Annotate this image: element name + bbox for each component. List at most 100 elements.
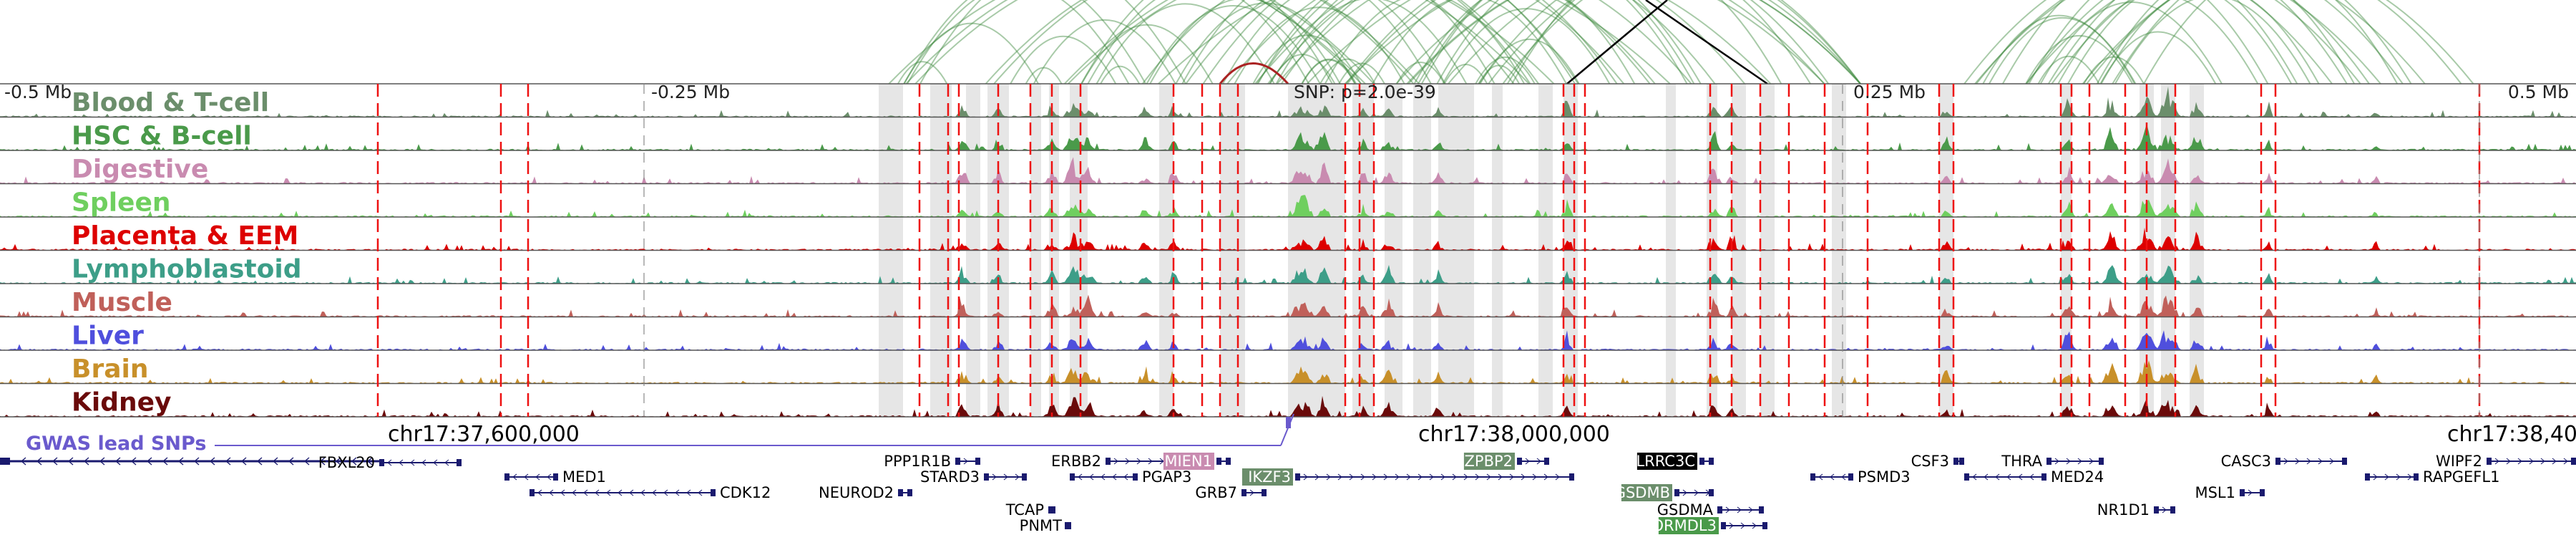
strand-arrow-erbb2 xyxy=(1136,458,1141,465)
gene-exon-end-mien1 xyxy=(1226,458,1231,465)
gene-label-rapgefl1: RAPGEFL1 xyxy=(2423,468,2499,486)
loop-arc-83 xyxy=(1976,0,2361,85)
strand-arrow-erbb2 xyxy=(1125,458,1130,465)
loop-arc-1 xyxy=(1175,2,1356,85)
loop-arc-46 xyxy=(903,22,1039,85)
loop-arc-10 xyxy=(1406,0,1861,85)
gene-label-psmd3: PSMD3 xyxy=(1858,468,1911,486)
loop-arc-56 xyxy=(1511,0,1782,85)
strand-arrow-pgap3 xyxy=(1123,473,1128,481)
loop-arc-13 xyxy=(905,0,1362,85)
strand-arrow-msl1 xyxy=(2248,489,2253,496)
strand-arrow-ikzf3 xyxy=(1383,473,1388,481)
gene-label-grb7: GRB7 xyxy=(1195,484,1237,501)
gene-exon-start-zpbp2 xyxy=(1517,458,1522,465)
loop-arc-3 xyxy=(907,0,1130,85)
axis-tick-pos-0.25: 0.25 Mb xyxy=(1853,82,1926,102)
strand-arrow xyxy=(20,457,26,466)
gene-highlight-gsdmb xyxy=(1621,484,1672,501)
gene-exon-end-ormdl3 xyxy=(1762,522,1767,529)
gene-exon-start-ppp1r1b xyxy=(955,458,960,465)
loop-arc-74 xyxy=(2112,0,2412,85)
gene-exon-start-csf3 xyxy=(1953,458,1958,465)
strand-arrow-cdk12 xyxy=(560,489,565,496)
loop-arc-50 xyxy=(1096,3,1275,85)
strand-arrow-rapgefl1 xyxy=(2384,473,2389,481)
strand-arrow xyxy=(209,457,215,466)
gene-label-csf3: CSF3 xyxy=(1911,453,1949,470)
loop-arc-89 xyxy=(2096,0,2355,85)
loop-arc-red xyxy=(1219,62,1289,85)
gene-label-cdk12: CDK12 xyxy=(720,484,771,501)
strand-arrow-med24 xyxy=(2018,473,2023,481)
track-label-4: Placenta & EEM xyxy=(72,221,298,251)
strand-arrow-cdk12 xyxy=(698,489,703,496)
gene-highlight-mien1 xyxy=(1163,453,1214,470)
track-label-5: Lymphoblastoid xyxy=(72,255,302,284)
gene-label-casc3: CASC3 xyxy=(2221,453,2271,470)
loop-arc-20 xyxy=(1338,62,1385,85)
gene-exon-end-gsdma xyxy=(1759,506,1764,514)
loop-arc-32 xyxy=(1068,0,1555,85)
gene-exon-end-cdk12 xyxy=(711,489,716,496)
strand-arrow-ikzf3 xyxy=(1440,473,1445,481)
loop-arc-5 xyxy=(1252,34,1362,85)
loop-arc-40 xyxy=(1149,0,1341,85)
loop-arc-35 xyxy=(1436,0,1695,85)
strand-arrow-ikzf3 xyxy=(1532,473,1537,481)
strand-arrow-med1 xyxy=(524,473,529,481)
strand-arrow-cdk12 xyxy=(595,489,600,496)
loop-arc-55 xyxy=(1275,0,1468,85)
gene-exon-end-med1 xyxy=(553,473,558,481)
gene-exon-end-zpbp2 xyxy=(1544,458,1549,465)
gene-exon-start-ormdl3 xyxy=(1721,522,1726,529)
loop-arc-86 xyxy=(2039,1,2223,85)
loop-arc-52 xyxy=(1063,0,1530,85)
gene-highlight-lrrc3c xyxy=(1636,453,1697,470)
strand-arrow-stard3 xyxy=(1015,473,1020,481)
loop-arc-80 xyxy=(2099,31,2217,85)
loop-arc-91 xyxy=(1982,14,2136,85)
strand-arrow xyxy=(303,457,310,466)
loop-arc-94 xyxy=(1974,0,2381,85)
loop-arc-37 xyxy=(1345,0,1716,85)
gene-exon-start-grb7 xyxy=(1241,489,1246,496)
strand-arrow-ikzf3 xyxy=(1406,473,1411,481)
loop-arc-38 xyxy=(993,0,1415,85)
strand-arrow-med24 xyxy=(2029,473,2034,481)
gene-label-nr1d1: NR1D1 xyxy=(2097,501,2150,519)
gene-exon-end-wipf2 xyxy=(2571,458,2576,465)
gene-exon-end-csf3 xyxy=(1959,458,1964,465)
strand-arrow-pgap3 xyxy=(1089,473,1094,481)
signal-track-5 xyxy=(0,264,2576,284)
loop-arc-14 xyxy=(1413,0,1636,85)
gene-exon-end-casc3 xyxy=(2342,458,2347,465)
gene-exon-end-neurod2 xyxy=(907,489,912,496)
loop-arc-9 xyxy=(1478,64,1521,85)
loop-arc-70 xyxy=(2100,0,2320,85)
signal-track-6 xyxy=(0,294,2576,317)
strand-arrow xyxy=(162,457,168,466)
strand-arrow-psmd3 xyxy=(1830,473,1835,481)
strand-arrow xyxy=(177,457,184,466)
loop-arc-41 xyxy=(1226,0,1625,85)
gene-exon-start-mien1 xyxy=(1216,458,1221,465)
loop-arc-4 xyxy=(1254,0,1656,85)
strand-arrow-med1 xyxy=(512,473,517,481)
loop-arc-75 xyxy=(1989,17,2137,85)
coordinate-37600000: chr17:37,600,000 xyxy=(388,422,580,447)
gene-label-med1: MED1 xyxy=(562,468,606,486)
track-label-6: Muscle xyxy=(72,288,172,317)
strand-arrow-ikzf3 xyxy=(1337,473,1342,481)
gene-exon-start-ikzf3 xyxy=(1295,473,1300,481)
axis-tick-pos-0.5: 0.5 Mb xyxy=(2508,82,2569,102)
gene-exon-start-fbxl20 xyxy=(379,459,384,466)
gene-exon-end-rapgefl1 xyxy=(2414,473,2419,481)
strand-arrow-ikzf3 xyxy=(1555,473,1560,481)
gene-exon-start-med1 xyxy=(504,473,509,481)
strand-arrow-med24 xyxy=(1984,473,1989,481)
gene-exon-end-tcap xyxy=(1050,506,1055,514)
strand-arrow-ikzf3 xyxy=(1349,473,1354,481)
gene-exon-start-med24 xyxy=(1964,473,1969,481)
gene-label-med24: MED24 xyxy=(2051,468,2104,486)
